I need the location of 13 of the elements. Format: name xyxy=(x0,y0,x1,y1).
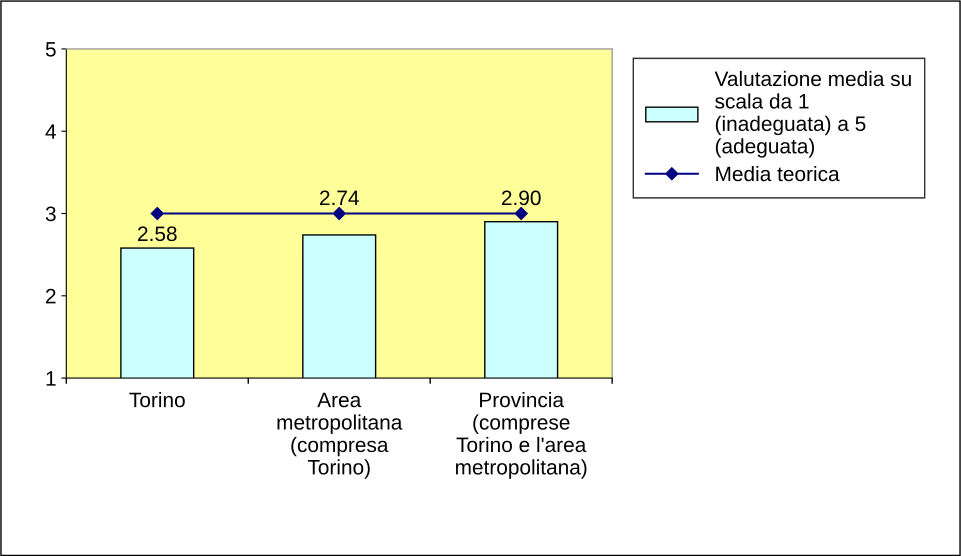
y-tick-label: 2 xyxy=(46,288,56,304)
y-tick-label: 4 xyxy=(45,124,56,139)
data-label: 2.74 xyxy=(320,190,359,206)
y-tick-label: 1 xyxy=(46,371,56,386)
x-tick-label: Provincia (comprese Torino e l'area metropolitana) xyxy=(456,392,586,479)
y-tick-label: 5 xyxy=(46,42,56,57)
data-label: 2.58 xyxy=(138,226,177,242)
x-tick-label: Area metropolitana (compresa Torino) xyxy=(278,392,402,479)
data-label: 2.90 xyxy=(502,190,541,206)
y-tick-label: 3 xyxy=(46,206,56,222)
legend-label: Valutazione media su scala da 1 (inadeguata) a 5 (adeguata) xyxy=(714,70,911,158)
legend-label: Media teorica xyxy=(716,166,840,182)
x-tick-label: Torino xyxy=(129,392,185,408)
